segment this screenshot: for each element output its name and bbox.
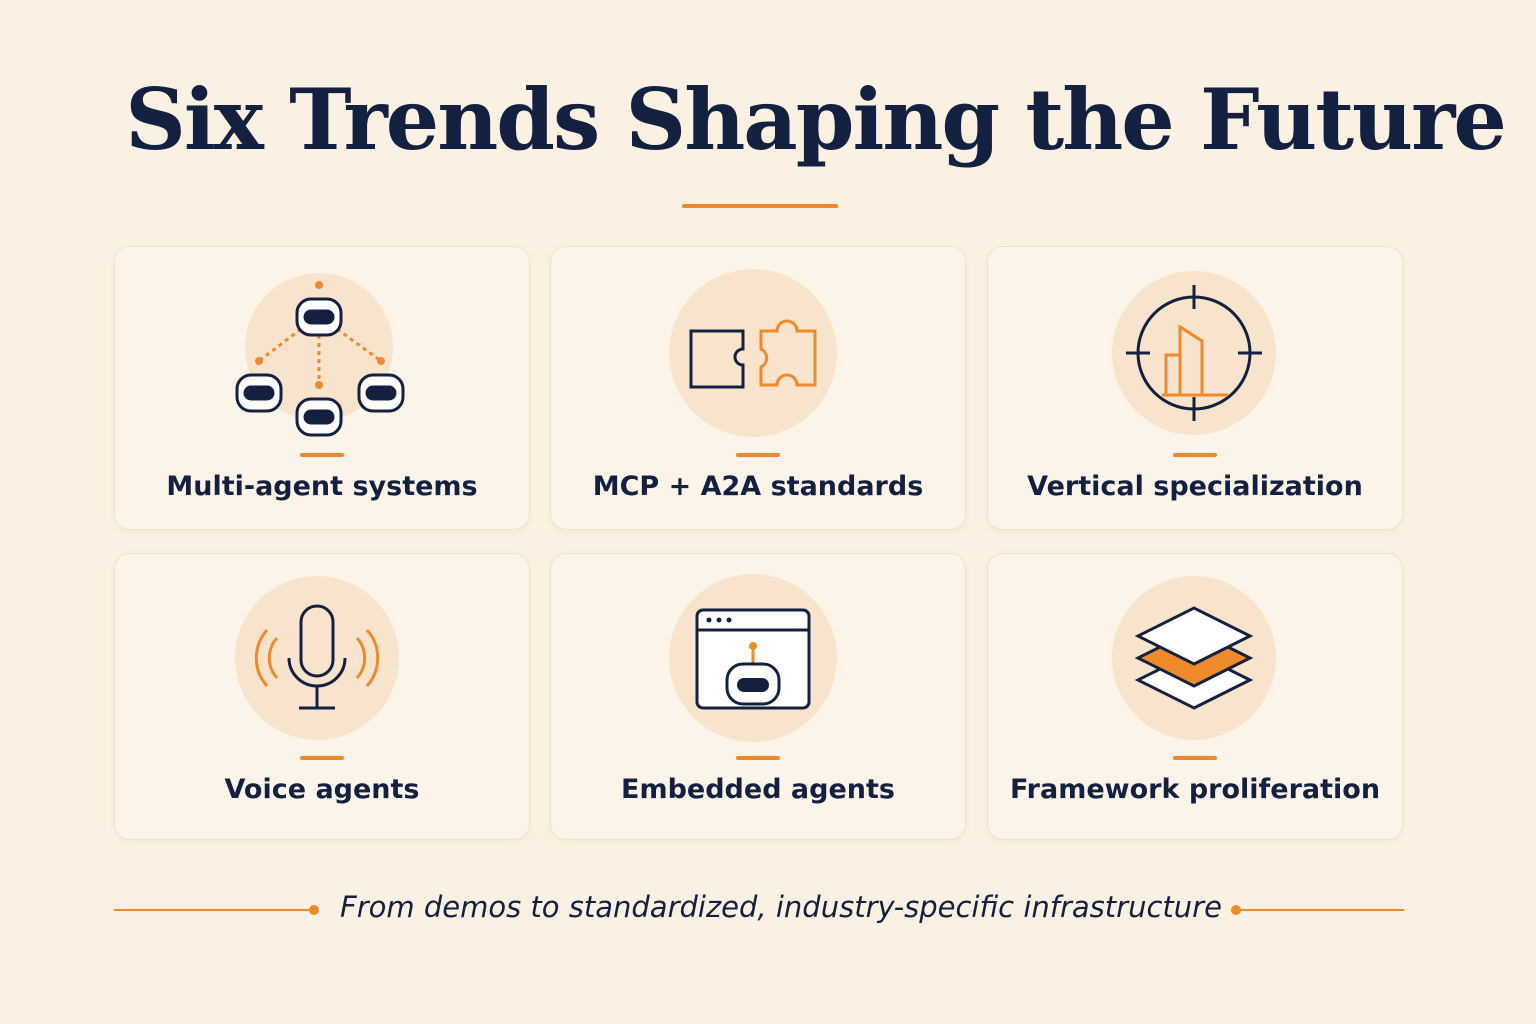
card-dash: [736, 453, 780, 457]
card-dash: [300, 453, 344, 457]
title: Six Trends Shaping the Future: [125, 70, 1507, 169]
icon: [235, 273, 405, 437]
tagline: From demos to standardized, industry-spe…: [340, 890, 1222, 924]
card: Multi-agent systems: [114, 246, 530, 530]
card: MCP + A2A standards: [550, 246, 966, 530]
icon: [1112, 271, 1276, 435]
card-label: MCP + A2A standards: [592, 471, 924, 502]
icon: [1112, 576, 1276, 740]
card-label: Multi-agent systems: [166, 471, 478, 502]
icon: [235, 576, 399, 740]
footer-lines: [114, 905, 1404, 915]
card: Embedded agents: [550, 553, 966, 840]
card: Voice agents: [114, 553, 530, 840]
card-dash: [1173, 756, 1217, 760]
card-label: Embedded agents: [621, 774, 895, 805]
icon: [669, 269, 837, 437]
card-dash: [736, 756, 780, 760]
card-dash: [1173, 453, 1217, 457]
card-label: Framework proliferation: [1009, 774, 1381, 805]
card-dash: [300, 756, 344, 760]
card: Framework proliferation: [987, 553, 1403, 840]
icon: [669, 574, 837, 742]
card: Vertical specialization: [987, 246, 1403, 530]
title-rule: [682, 204, 838, 208]
card-label: Voice agents: [224, 774, 420, 805]
card-label: Vertical specialization: [1027, 471, 1363, 502]
